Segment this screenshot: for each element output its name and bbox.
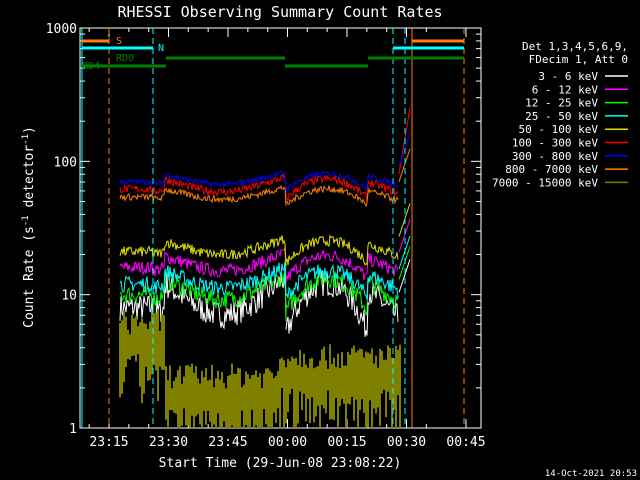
series-line [119, 296, 154, 321]
legend-header: Det 1,3,4,5,6,9, [522, 40, 628, 53]
y-tick-label: 100 [54, 155, 77, 170]
series-line [119, 245, 154, 258]
x-tick-label: 23:45 [208, 435, 247, 450]
series-line [398, 148, 411, 182]
legend-label: 3 - 6 keV [538, 70, 598, 83]
series-line [119, 275, 153, 294]
y-axis-label: Count Rate (s-1 detector-1) [21, 126, 37, 328]
x-tick-label: 23:15 [89, 435, 128, 450]
y-tick-label: 1 [69, 422, 77, 437]
series-line [119, 192, 154, 202]
legend-label: 12 - 25 keV [525, 97, 598, 110]
series-line [285, 170, 399, 193]
x-tick-label: 00:45 [446, 435, 485, 450]
legend-label: 800 - 7000 keV [505, 163, 598, 176]
flag-label: RD0 [116, 53, 134, 64]
x-axis-label: Start Time (29-Jun-08 23:08:22) [159, 456, 402, 471]
flag-label: S [116, 36, 122, 47]
series-line [285, 234, 399, 266]
series-line [285, 249, 399, 283]
series-line [152, 172, 287, 197]
legend-label: 7000 - 15000 keV [492, 176, 598, 189]
series-line [152, 261, 287, 297]
series-line [119, 184, 154, 194]
legend-label: 50 - 100 keV [519, 123, 599, 136]
legend-label: 300 - 800 keV [512, 150, 598, 163]
series-line [119, 178, 154, 186]
legend-label: 25 - 50 keV [525, 110, 598, 123]
series-line [152, 170, 287, 193]
footer-date: 14-Oct-2021 20:53 [545, 469, 637, 479]
y-tick-label: 1000 [46, 22, 77, 37]
series-line [285, 173, 399, 203]
series-line [285, 269, 399, 317]
y-tick-label: 10 [61, 289, 77, 304]
x-tick-label: 23:30 [149, 435, 188, 450]
series-line [285, 185, 399, 208]
series-line [285, 263, 399, 300]
series-line [398, 259, 411, 293]
flag-label: RD4 [82, 61, 100, 72]
legend-label: 6 - 12 keV [532, 83, 599, 96]
series-line [152, 235, 287, 267]
series-line [152, 246, 287, 278]
x-tick-label: 00:30 [387, 435, 426, 450]
x-tick-label: 00:00 [268, 435, 307, 450]
series-line [119, 260, 154, 276]
series-line [152, 184, 287, 206]
series-line [398, 219, 411, 253]
chart-title: RHESSI Observing Summary Count Rates [117, 3, 442, 21]
series-line [152, 265, 287, 330]
legend-header: FDecim 1, Att 0 [529, 53, 628, 66]
flag-label: N [158, 43, 164, 54]
legend-label: 100 - 300 keV [512, 137, 598, 150]
x-tick-label: 00:15 [327, 435, 366, 450]
series-line [152, 267, 287, 321]
